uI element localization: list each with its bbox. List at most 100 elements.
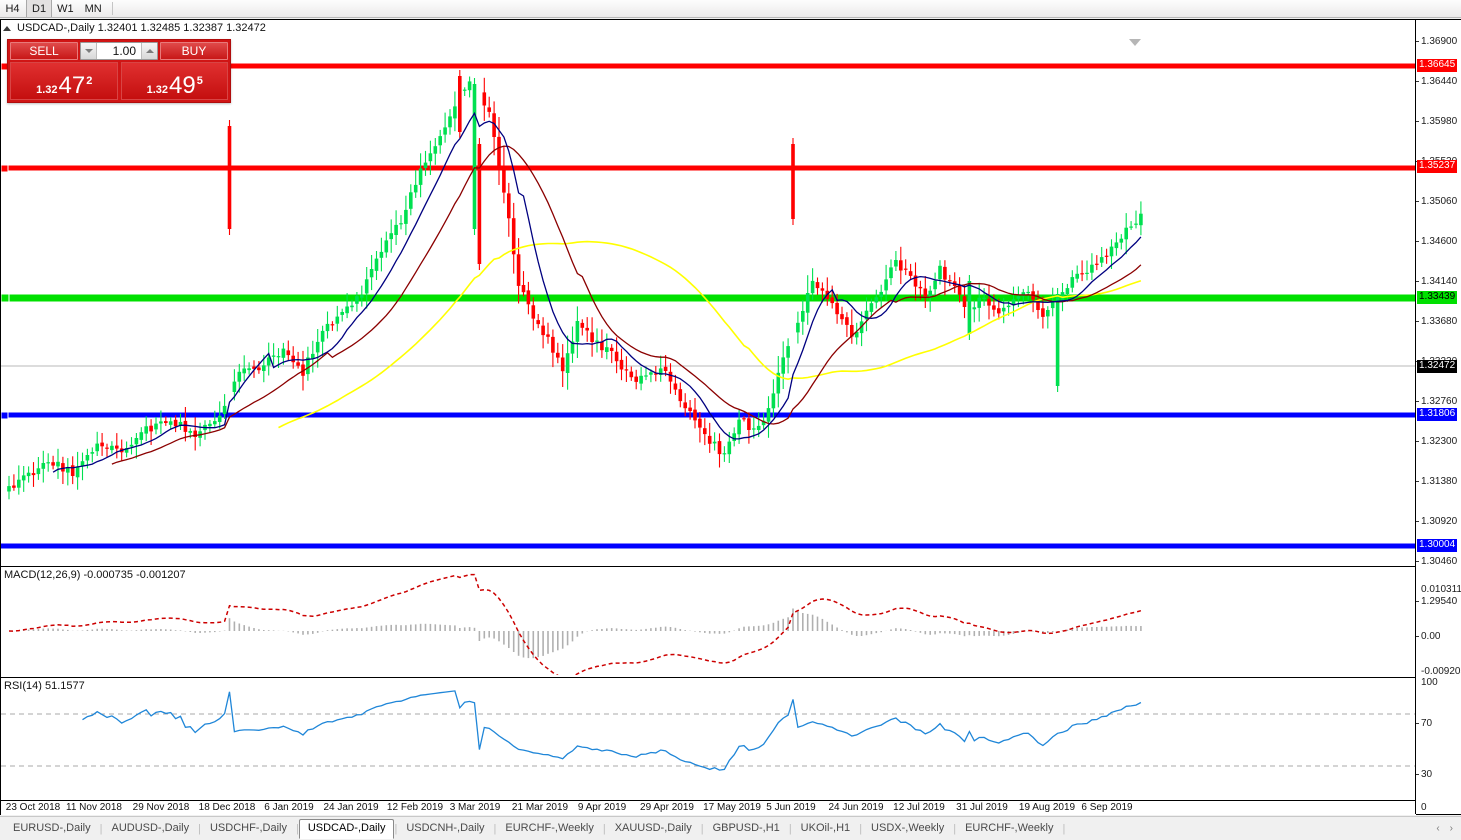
price-tick: 1.33680: [1416, 317, 1457, 327]
tab-nav-buttons[interactable]: ‹ ›: [1436, 823, 1461, 834]
date-scale[interactable]: 23 Oct 2018 11 Nov 2018 29 Nov 2018 18 Dec …: [1, 800, 1416, 815]
tab-divider: |: [295, 822, 299, 835]
chart-symbol-header: USDCAD-,Daily 1.32401 1.32485 1.32387 1.…: [3, 22, 266, 34]
price-tag-green[interactable]: 1.33439: [1417, 291, 1458, 304]
tab-divider: |: [953, 822, 957, 835]
buy-price-big: 49: [169, 72, 196, 99]
chart-symbol-ohlc-label: USDCAD-,Daily 1.32401 1.32485 1.32387 1.…: [17, 22, 266, 34]
chart-tab-usdchf-daily[interactable]: USDCHF-,Daily: [209, 822, 287, 834]
chart-tab-gbpusd-h1[interactable]: GBPUSD-,H1: [712, 822, 780, 834]
timeframe-mn[interactable]: MN: [84, 2, 102, 15]
macd-signal-line: [8, 573, 1142, 675]
timeframe-toolbar: H4 D1 W1 MN: [0, 0, 1461, 18]
date-tick: 5 Jun 2019: [766, 802, 816, 813]
timeframe-h4[interactable]: H4: [5, 2, 20, 15]
tab-divider: |: [394, 822, 398, 835]
level-handle: [1, 411, 9, 420]
macd-tick: 0.010311: [1421, 584, 1461, 595]
price-tick: 1.32300: [1416, 437, 1457, 447]
chart-tab-eurusd-daily[interactable]: EURUSD-,Daily: [13, 822, 91, 834]
tab-divider: |: [788, 822, 792, 835]
timeframe-w1[interactable]: W1: [57, 2, 74, 15]
price-tag-blue[interactable]: 1.31806: [1417, 408, 1458, 421]
price-chart-svg: [1, 62, 1416, 549]
sell-price-display[interactable]: 1.32 47 2: [10, 62, 118, 100]
volume-input[interactable]: 1.00: [112, 44, 136, 58]
date-tick: 3 Mar 2019: [449, 802, 501, 813]
price-tick: 1.30460: [1416, 557, 1457, 567]
sell-price-prefix: 1.32: [36, 84, 58, 96]
price-tick: 1.36440: [1416, 77, 1457, 87]
chart-scroll-marker-icon[interactable]: [1129, 39, 1141, 46]
volume-decrease-button[interactable]: [81, 43, 97, 59]
price-tick: 1.31380: [1416, 477, 1457, 487]
date-tick: 19 Aug 2019: [1018, 802, 1076, 813]
price-tag-black[interactable]: 1.32472: [1417, 360, 1458, 373]
buy-price-sup: 5: [196, 75, 203, 87]
sell-price-sup: 2: [86, 75, 93, 87]
collapse-triangle-icon[interactable]: [3, 25, 11, 31]
chart-tab-eurchf-weekly[interactable]: EURCHF-,Weekly: [505, 822, 594, 834]
buy-price-prefix: 1.32: [146, 84, 169, 96]
chart-tab-bar[interactable]: EURUSD-,Daily | AUDUSD-,Daily | USDCHF-,Dail…: [0, 816, 1461, 840]
timeframe-d1[interactable]: D1: [26, 0, 53, 17]
macd-chart-svg: [8, 573, 1142, 675]
chevron-down-icon: [84, 49, 93, 53]
price-tick: 1.30920: [1416, 517, 1457, 527]
chart-tab-usdx-weekly[interactable]: USDX-,Weekly: [871, 822, 945, 834]
rsi-tick: 30: [1416, 770, 1432, 780]
date-tick: 24 Jun 2019: [828, 802, 884, 813]
level-handle: [1, 293, 10, 303]
chart-tab-usdcad-daily[interactable]: USDCAD-,Daily: [298, 818, 395, 839]
buy-price-display[interactable]: 1.32 49 5: [120, 62, 228, 100]
oct-price-row: 1.32 47 2 1.32 49 5: [8, 62, 230, 102]
date-tick: 9 Apr 2019: [577, 802, 627, 813]
tab-divider: |: [493, 822, 497, 835]
date-tick: 12 Jul 2019: [893, 802, 945, 813]
chart-tab-audusd-daily[interactable]: AUDUSD-,Daily: [111, 822, 190, 834]
price-scale[interactable]: 1.369001.364401.359801.355201.350601.346…: [1415, 20, 1461, 814]
tab-scroll-left-icon[interactable]: ‹: [1436, 823, 1440, 834]
rsi-line: [82, 690, 1142, 771]
macd-pane[interactable]: MACD(12,26,9) -0.000735 -0.001207: [1, 566, 1416, 676]
tab-divider: |: [1062, 822, 1066, 835]
date-tick: 29 Apr 2019: [640, 802, 694, 813]
macd-histogram: [13, 608, 1142, 659]
rsi-tick: 0: [1421, 802, 1427, 813]
date-tick: 6 Sep 2019: [1081, 802, 1133, 813]
rsi-label: RSI(14) 51.1577: [4, 680, 85, 692]
buy-button[interactable]: BUY: [160, 42, 228, 60]
chart-tab-ukoil-h1[interactable]: UKOil-,H1: [800, 822, 851, 834]
ma-fast-line: [52, 111, 1142, 473]
rsi-chart-svg: [1, 690, 1416, 771]
macd-tick: 0.00: [1416, 632, 1440, 642]
tab-divider: |: [602, 822, 606, 835]
volume-increase-button[interactable]: [141, 43, 157, 59]
tab-scroll-right-icon[interactable]: ›: [1449, 823, 1453, 834]
rsi-tick: 70: [1416, 719, 1432, 729]
date-tick: 12 Feb 2019: [386, 802, 444, 813]
tab-divider: |: [198, 822, 201, 835]
sell-button[interactable]: SELL: [10, 42, 78, 60]
chart-tab-eurchf-weekly[interactable]: EURCHF-,Weekly: [965, 822, 1054, 834]
price-pane[interactable]: [1, 20, 1416, 565]
price-tag-red[interactable]: 1.36645: [1417, 59, 1458, 72]
date-tick: 29 Nov 2018: [132, 802, 190, 813]
rsi-pane[interactable]: RSI(14) 51.1577: [1, 677, 1416, 799]
price-tag-blue[interactable]: 1.30004: [1417, 539, 1458, 552]
date-tick: 11 Nov 2018: [66, 802, 122, 813]
volume-stepper[interactable]: 1.00: [80, 42, 158, 60]
date-tick: 6 Jan 2019: [264, 802, 314, 813]
candlestick-series: [7, 70, 1143, 500]
tab-divider: |: [700, 822, 704, 835]
chart-canvas-window[interactable]: USDCAD-,Daily 1.32401 1.32485 1.32387 1.…: [0, 19, 1461, 815]
date-tick: 21 Mar 2019: [511, 802, 569, 813]
chart-tab-usdcnh-daily[interactable]: USDCNH-,Daily: [406, 822, 485, 834]
tab-list: EURUSD-,Daily | AUDUSD-,Daily | USDCHF-,Dail…: [4, 818, 1066, 839]
chart-tab-xauusd-daily[interactable]: XAUUSD-,Daily: [614, 822, 692, 834]
price-tag-red[interactable]: 1.35237: [1417, 160, 1458, 173]
one-click-trading-panel[interactable]: SELL 1.00 BUY 1.32 47 2: [7, 39, 231, 103]
macd-label: MACD(12,26,9) -0.000735 -0.001207: [4, 569, 186, 581]
oct-top-row: SELL 1.00 BUY: [8, 40, 230, 62]
level-handle: [1, 164, 9, 173]
